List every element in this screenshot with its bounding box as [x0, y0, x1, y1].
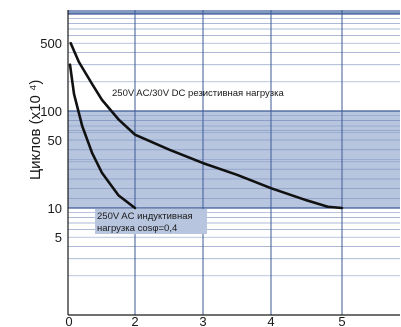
- series-line-2: [68, 63, 137, 210]
- x-tick-label: 4: [267, 314, 274, 327]
- x-tick-label: 2: [131, 314, 138, 327]
- y-tick-label: 10: [48, 201, 62, 216]
- annotation-box-inductive: [95, 209, 207, 234]
- y-tick-label: 500: [40, 36, 62, 51]
- grid-bands: [68, 10, 400, 208]
- y-tick-label: 5: [55, 230, 62, 245]
- y-tick-label: 50: [48, 133, 62, 148]
- annotation-inductive-line2: нагрузка cosφ=0,4: [97, 223, 177, 234]
- grid-lines: [67, 10, 400, 316]
- tick-labels: 0 2 3 4 5 500 100 50 10 5: [40, 36, 345, 327]
- series-line-1: [69, 41, 344, 210]
- curves: [68, 41, 344, 234]
- x-tick-label: 3: [199, 314, 206, 327]
- annotation-resistive: 250V AC/30V DC резистивная нагрузка: [112, 88, 284, 99]
- y-tick-label: 100: [40, 104, 62, 119]
- y-axis-label: Циклов (х10 ⁴): [27, 80, 44, 180]
- x-tick-label: 0: [65, 314, 72, 327]
- annotation-inductive-line1: 250V AC индуктивная: [97, 211, 193, 222]
- x-tick-label: 5: [338, 314, 345, 327]
